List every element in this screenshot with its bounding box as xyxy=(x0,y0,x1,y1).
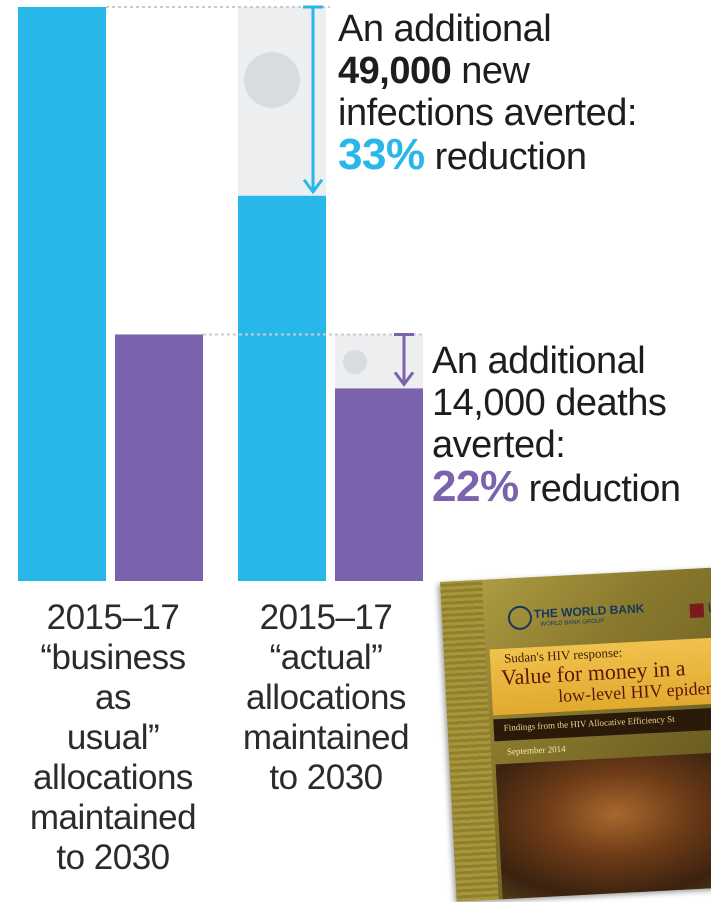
arrow-deaths-head xyxy=(393,371,415,387)
infections-reduction-word: reduction xyxy=(424,136,587,178)
virus-icon-small xyxy=(343,350,367,374)
deaths-reduction-percent: 22% xyxy=(432,462,519,511)
virus-icon xyxy=(244,52,300,108)
infections-annotation: An additional 49,000 new infections aver… xyxy=(338,8,708,178)
deaths-reduction-word: reduction xyxy=(518,468,681,510)
category-label-actual: 2015–17 “actual” allocations maintained … xyxy=(242,598,410,797)
cover-date: September 2014 xyxy=(506,743,566,757)
bar-chart xyxy=(18,5,425,581)
infections-annotation-new: new xyxy=(451,50,530,92)
deaths-annotation-line4: 22% reduction xyxy=(432,465,711,511)
deaths-annotation-line1: An additional xyxy=(432,340,646,382)
bar-infections-1 xyxy=(18,7,106,581)
infections-annotation-line3: infections averted: xyxy=(338,92,637,134)
deaths-annotation-line2: 14,000 deaths xyxy=(432,382,667,424)
partner-crest-icon xyxy=(689,603,705,618)
deaths-annotation-line3: averted: xyxy=(432,424,566,466)
infections-annotation-line2: 49,000 new xyxy=(338,50,708,92)
infections-annotation-line1: An additional xyxy=(338,8,552,50)
category-label-business-as-usual: 2015–17 “business as usual” allocations … xyxy=(29,598,197,877)
deaths-annotation: An additional 14,000 deaths averted: 22%… xyxy=(432,340,711,510)
bar-deaths-2 xyxy=(335,388,423,581)
cover-partner: UN xyxy=(707,598,711,617)
arrow-infections-head xyxy=(302,178,324,195)
infections-reduction-percent: 33% xyxy=(338,130,425,179)
infections-averted-count: 49,000 xyxy=(338,50,452,92)
cover-fabric-stripe xyxy=(440,579,499,902)
cover-publisher: THE WORLD BANK xyxy=(533,601,645,622)
bar-infections-2 xyxy=(238,195,326,581)
infections-annotation-line4: 33% reduction xyxy=(338,133,708,179)
world-bank-logo-icon xyxy=(507,605,533,631)
bar-deaths-1 xyxy=(115,334,203,581)
report-cover: THE WORLD BANK WORLD BANK GROUP UN Sudan… xyxy=(440,566,711,902)
